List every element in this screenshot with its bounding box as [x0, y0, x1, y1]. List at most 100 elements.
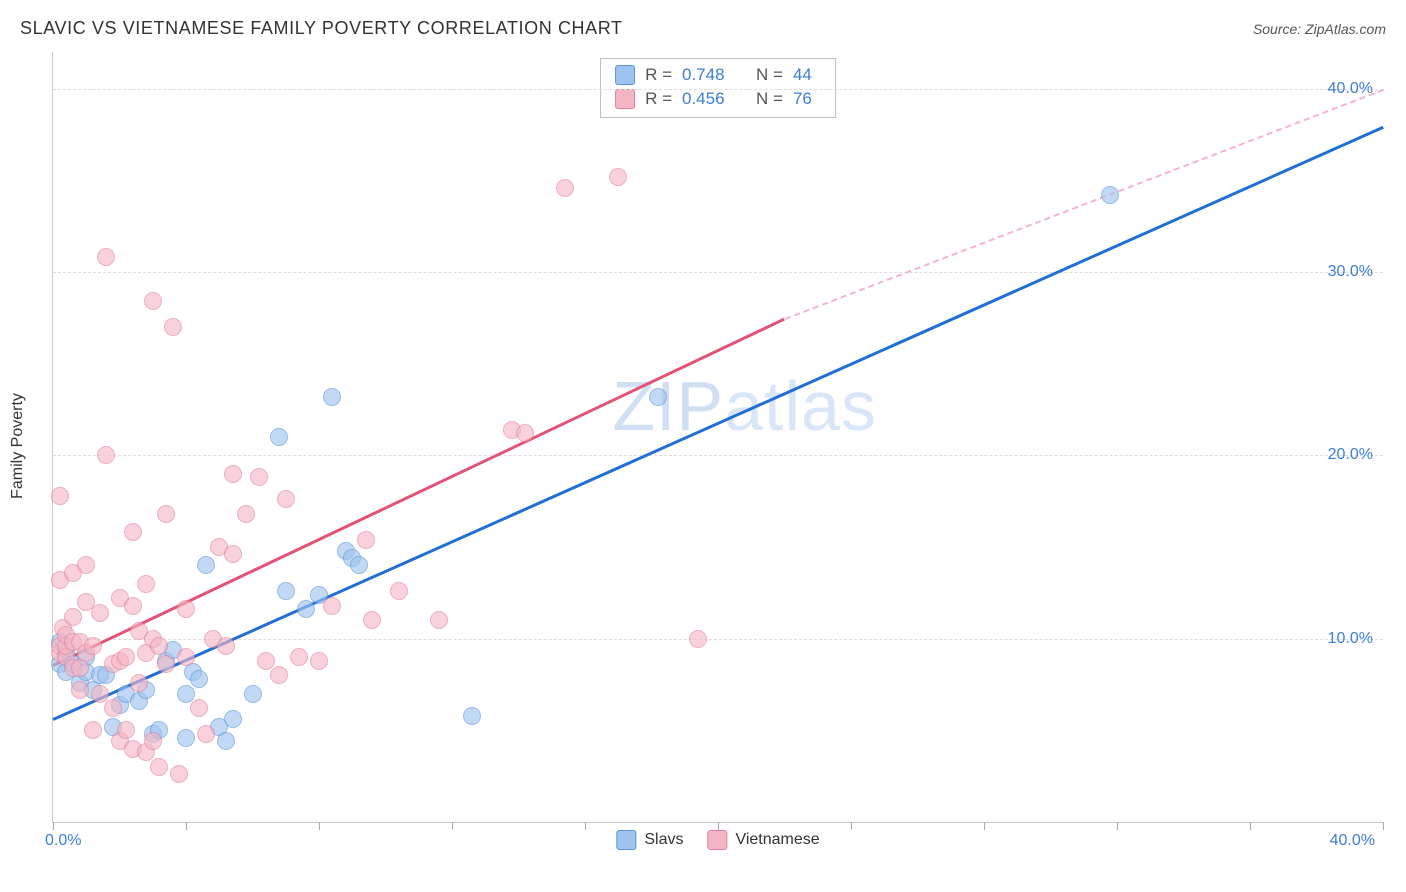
stat-n-label: N = [756, 87, 783, 111]
scatter-point [277, 490, 295, 508]
y-tick-label: 30.0% [1328, 263, 1373, 281]
scatter-point [250, 468, 268, 486]
scatter-point [323, 388, 341, 406]
scatter-point [124, 523, 142, 541]
x-tick [1250, 822, 1251, 830]
scatter-point [71, 681, 89, 699]
scatter-point [64, 608, 82, 626]
legend-label: Slavs [644, 831, 683, 849]
scatter-point [217, 732, 235, 750]
legend-swatch [707, 830, 727, 850]
scatter-point [463, 707, 481, 725]
stat-r-value: 0.748 [682, 63, 736, 87]
stat-n-value: 44 [793, 63, 821, 87]
x-tick [1117, 822, 1118, 830]
scatter-point [157, 505, 175, 523]
watermark: ZIPatlas [612, 366, 877, 446]
x-tick [718, 822, 719, 830]
stat-r-label: R = [645, 63, 672, 87]
scatter-point [224, 710, 242, 728]
regression-line [52, 125, 1383, 720]
scatter-point [164, 318, 182, 336]
x-tick [452, 822, 453, 830]
scatter-point [157, 655, 175, 673]
x-tick [851, 822, 852, 830]
stat-n-value: 76 [793, 87, 821, 111]
scatter-point [649, 388, 667, 406]
scatter-point [270, 428, 288, 446]
scatter-point [257, 652, 275, 670]
scatter-point [117, 648, 135, 666]
scatter-point [689, 630, 707, 648]
stat-n-label: N = [756, 63, 783, 87]
scatter-point [277, 582, 295, 600]
regression-line [52, 318, 785, 667]
scatter-point [77, 556, 95, 574]
y-axis-label: Family Poverty [9, 393, 27, 499]
scatter-point [177, 648, 195, 666]
scatter-point [197, 725, 215, 743]
x-tick [53, 822, 54, 830]
scatter-point [84, 637, 102, 655]
scatter-point [323, 597, 341, 615]
scatter-point [609, 168, 627, 186]
legend-swatch [615, 89, 635, 109]
scatter-point [237, 505, 255, 523]
scatter-point [91, 685, 109, 703]
scatter-point [1101, 186, 1119, 204]
scatter-point [177, 685, 195, 703]
title-bar: SLAVIC VS VIETNAMESE FAMILY POVERTY CORR… [20, 18, 1386, 39]
grid-line [53, 89, 1383, 90]
grid-line [53, 455, 1383, 456]
scatter-point [516, 424, 534, 442]
plot-area: ZIPatlas R =0.748N =44R =0.456N =76 0.0%… [52, 52, 1383, 823]
scatter-point [137, 575, 155, 593]
stat-r-value: 0.456 [682, 87, 736, 111]
scatter-point [144, 292, 162, 310]
x-max-label: 40.0% [1330, 832, 1375, 850]
legend-label: Vietnamese [735, 831, 819, 849]
x-tick [186, 822, 187, 830]
source-label: Source: ZipAtlas.com [1253, 21, 1386, 37]
scatter-point [150, 758, 168, 776]
x-origin-label: 0.0% [45, 832, 81, 850]
stat-r-label: R = [645, 87, 672, 111]
chart-title: SLAVIC VS VIETNAMESE FAMILY POVERTY CORR… [20, 18, 623, 39]
scatter-point [177, 729, 195, 747]
scatter-point [197, 556, 215, 574]
stat-legend-row: R = 0.456 N = 76 [615, 87, 821, 111]
scatter-point [270, 666, 288, 684]
scatter-point [390, 582, 408, 600]
scatter-point [104, 699, 122, 717]
scatter-point [556, 179, 574, 197]
scatter-point [190, 699, 208, 717]
scatter-point [363, 611, 381, 629]
scatter-point [124, 597, 142, 615]
scatter-point [144, 732, 162, 750]
legend-swatch [616, 830, 636, 850]
scatter-point [177, 600, 195, 618]
scatter-point [244, 685, 262, 703]
scatter-point [51, 487, 69, 505]
grid-line [53, 639, 1383, 640]
scatter-point [91, 604, 109, 622]
scatter-point [150, 637, 168, 655]
scatter-point [224, 545, 242, 563]
scatter-point [170, 765, 188, 783]
x-tick [984, 822, 985, 830]
scatter-point [310, 652, 328, 670]
y-tick-label: 20.0% [1328, 446, 1373, 464]
scatter-point [97, 446, 115, 464]
scatter-point [117, 721, 135, 739]
scatter-point [84, 721, 102, 739]
bottom-legend-item: Slavs [616, 830, 683, 850]
bottom-legend-item: Vietnamese [707, 830, 819, 850]
regression-line-dashed [784, 89, 1383, 320]
x-tick [1383, 822, 1384, 830]
scatter-point [357, 531, 375, 549]
scatter-point [350, 556, 368, 574]
grid-line [53, 272, 1383, 273]
stat-legend-row: R = 0.748 N = 44 [615, 63, 821, 87]
bottom-legend: Slavs Vietnamese [616, 830, 819, 850]
scatter-point [217, 637, 235, 655]
